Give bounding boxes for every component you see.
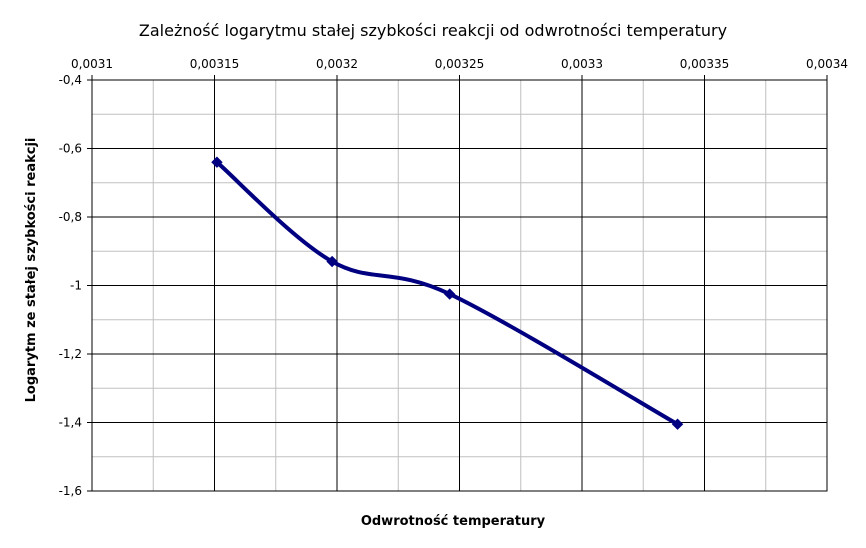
x-tick-label: 0,0034 [806, 57, 848, 71]
y-tick-label: -1,2 [59, 347, 82, 361]
data-point-marker [443, 288, 456, 300]
y-tick-label: -1,6 [59, 484, 82, 498]
y-tick-label: -1 [70, 279, 82, 293]
y-axis-label: Logarytm ze stałej szybkości reakcji [24, 138, 39, 403]
x-tick-label: 0,0031 [71, 57, 113, 71]
series-layer [211, 156, 684, 430]
y-axis-ticks: -0,4 -0,6 -0,8 -1 -1,2 -1,4 -1,6 [59, 73, 92, 498]
x-tick-label: 0,0032 [316, 57, 358, 71]
x-axis-ticks: 0,0031 0,00315 0,0032 0,00325 0,0033 0,00335 0… [71, 57, 848, 80]
x-axis-label: Odwrotność temperatury [361, 514, 546, 529]
data-point-marker [326, 255, 338, 268]
y-tick-label: -0,4 [59, 73, 82, 87]
data-point-marker [671, 418, 684, 430]
y-tick-label: -1,4 [59, 416, 82, 430]
x-tick-label: 0,00325 [435, 57, 485, 71]
x-tick-label: 0,00335 [680, 57, 730, 71]
x-tick-label: 0,00315 [190, 57, 240, 71]
x-tick-label: 0,0033 [561, 57, 603, 71]
data-point-marker [211, 156, 223, 168]
y-tick-label: -0,6 [59, 142, 82, 156]
y-tick-label: -0,8 [59, 210, 82, 224]
series-line [214, 160, 680, 427]
chart-title: Zależność logarytmu stałej szybkości rea… [139, 21, 727, 40]
